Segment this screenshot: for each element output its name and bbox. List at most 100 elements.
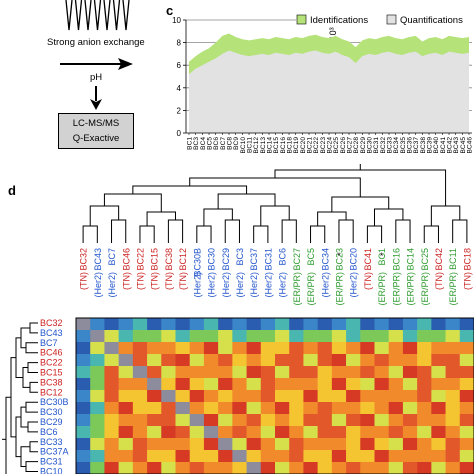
ph-label: pH bbox=[90, 72, 103, 83]
row-label: BC33 bbox=[40, 437, 63, 447]
heatmap-cell bbox=[275, 318, 290, 331]
heatmap-cell bbox=[417, 354, 432, 367]
heatmap-cell bbox=[76, 330, 91, 343]
chart-x-ticks: BC1 BC3 BC4 BC5 BC6 BC7 BC8 BC9 BC10 BC11 BC12 BC13… bbox=[187, 133, 474, 154]
heatmap-cell bbox=[331, 450, 347, 463]
heatmap-cell bbox=[90, 354, 105, 367]
heatmap-cell bbox=[317, 438, 333, 451]
heatmap-cell bbox=[417, 366, 432, 379]
column-label: BC46 bbox=[121, 248, 131, 271]
heatmap-cell bbox=[232, 366, 247, 379]
heatmap-cell bbox=[275, 354, 290, 367]
heatmap-cell bbox=[275, 414, 290, 427]
heatmap-cell bbox=[374, 390, 390, 403]
heatmap-cell bbox=[374, 330, 390, 343]
sax-tube-icon bbox=[122, 0, 130, 31]
column-labels: BC32(TN)BC43(Her2)BC7(Her2)BC46(TN)BC22(… bbox=[79, 248, 473, 306]
lc-ms-label: LC-MS/MS bbox=[72, 118, 120, 129]
dendrogram-branch bbox=[366, 225, 383, 243]
ph-arrow-head bbox=[118, 58, 133, 70]
heatmap-cell bbox=[360, 378, 375, 391]
dendrogram-branch bbox=[217, 193, 276, 209]
heatmap-cell bbox=[203, 318, 219, 331]
heatmap-cell bbox=[360, 342, 375, 355]
heatmap-cell bbox=[331, 414, 347, 427]
column-label: BC11 bbox=[448, 248, 458, 270]
heatmap-cell bbox=[232, 462, 247, 474]
heatmap-cell bbox=[161, 378, 176, 391]
heatmap-cell bbox=[203, 438, 219, 451]
legend-swatch-quantifications bbox=[386, 14, 397, 25]
heatmap-cell bbox=[189, 450, 205, 463]
heatmap-cell bbox=[90, 330, 105, 343]
sax-tube-icon bbox=[112, 0, 121, 31]
heatmap-cell bbox=[374, 402, 390, 415]
heatmap-cell bbox=[189, 366, 205, 379]
heatmap-cell bbox=[402, 414, 418, 427]
chart-x-tick-label: BC20 bbox=[300, 137, 307, 154]
chart-x-tick-label: BC12 bbox=[253, 137, 260, 154]
column-label: BC7 bbox=[107, 248, 117, 266]
heatmap-cell bbox=[232, 318, 247, 331]
heatmap-cell bbox=[90, 390, 105, 403]
heatmap-cell bbox=[189, 330, 205, 343]
row-label: BC10 bbox=[40, 467, 63, 474]
heatmap-cell bbox=[388, 378, 404, 391]
column-sublabel: (ER/PR) bbox=[306, 272, 316, 306]
heatmap-cell bbox=[90, 378, 105, 391]
heatmap-cell bbox=[246, 462, 262, 474]
heatmap-cell bbox=[360, 366, 375, 379]
heatmap-cell bbox=[132, 354, 148, 367]
heatmap-cell bbox=[275, 366, 290, 379]
heatmap-cell bbox=[388, 318, 404, 331]
heatmap-cell bbox=[289, 342, 304, 355]
heatmap-cell bbox=[104, 438, 119, 451]
heatmap-cell bbox=[374, 354, 390, 367]
row-labels: BC32BC43BC7BC46BC22BC15BC38BC12BC30BBC30… bbox=[40, 318, 69, 474]
heatmap-cell bbox=[331, 378, 347, 391]
heatmap-cell bbox=[189, 318, 205, 331]
heatmap-cell bbox=[374, 426, 390, 439]
heatmap-cell bbox=[303, 426, 318, 439]
heatmap-cell bbox=[218, 462, 233, 474]
heatmap-cell bbox=[317, 450, 333, 463]
chart-x-tick-label: BC27 bbox=[347, 137, 354, 154]
heatmap-cell bbox=[189, 438, 205, 451]
dendrogram-branch bbox=[103, 193, 162, 212]
heatmap-cell bbox=[289, 318, 304, 331]
heatmap-cell bbox=[374, 378, 390, 391]
down-arrow-head bbox=[90, 99, 102, 110]
chart-x-tick-label: BC29 bbox=[360, 137, 367, 154]
chart-y-tick-label: 8 bbox=[177, 39, 182, 48]
heatmap-cell bbox=[445, 378, 461, 391]
heatmap-cell bbox=[246, 342, 262, 355]
heatmap-cell bbox=[132, 366, 148, 379]
column-label: BC6 bbox=[278, 248, 288, 266]
chart-x-tick-label: BC10 bbox=[240, 137, 247, 154]
heatmap-cell bbox=[360, 402, 375, 415]
heatmap-cell bbox=[459, 378, 474, 391]
column-label: BC38 bbox=[164, 248, 174, 271]
chart-x-tick-label: BC40 bbox=[433, 137, 440, 154]
heatmap-cell bbox=[360, 330, 375, 343]
dendrogram-branch bbox=[27, 362, 38, 373]
column-sublabel: (ER/PR) bbox=[406, 272, 416, 306]
column-sublabel: (Her2) bbox=[263, 272, 273, 298]
heatmap-cell bbox=[388, 414, 404, 427]
heatmap-cell bbox=[189, 342, 205, 355]
heatmap-cell bbox=[402, 438, 418, 451]
heatmap-cell bbox=[459, 462, 474, 474]
heatmap-cell bbox=[132, 390, 148, 403]
column-sublabel: (Her2) bbox=[278, 272, 288, 298]
heatmap-cell bbox=[76, 390, 91, 403]
column-label: BC30 bbox=[207, 248, 217, 271]
dendrogram-branch bbox=[111, 219, 127, 243]
heatmap-cell bbox=[388, 438, 404, 451]
heatmap-cell bbox=[374, 342, 390, 355]
heatmap-cell bbox=[232, 402, 247, 415]
heatmap-cell bbox=[246, 354, 262, 367]
heatmap-cell bbox=[417, 462, 432, 474]
heatmap-cell bbox=[175, 414, 191, 427]
column-dendrogram bbox=[82, 164, 468, 243]
